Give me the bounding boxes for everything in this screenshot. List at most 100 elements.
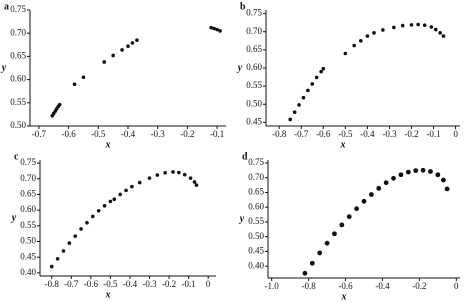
point	[96, 208, 101, 213]
x-tick-label: -0.6	[338, 281, 353, 291]
x-tick-label: -0.4	[375, 281, 390, 291]
y-tick-label: 0.65	[10, 50, 26, 60]
point	[368, 192, 374, 197]
point	[81, 75, 86, 80]
x-tick-label: -0.2	[180, 129, 194, 139]
point	[339, 222, 345, 228]
point	[441, 34, 446, 38]
y-tick-label: 0.60	[248, 201, 264, 211]
x-axis-label: x	[105, 289, 111, 300]
point	[57, 102, 62, 107]
point	[111, 53, 115, 58]
point	[85, 220, 89, 225]
point	[405, 169, 411, 175]
y-axis-label: y	[237, 62, 243, 73]
point	[429, 25, 434, 29]
x-tick-label: -0.5	[91, 129, 106, 139]
y-tick-label: 0.45	[246, 116, 262, 126]
y-tick-label: 0.70	[20, 173, 36, 183]
point	[102, 60, 107, 64]
x-tick-label: 0	[454, 281, 459, 291]
point	[440, 177, 446, 183]
y-axis-label: y	[1, 62, 7, 73]
x-tick-label: -0.6	[61, 129, 76, 139]
point	[301, 95, 306, 100]
x-tick-label: -0.7	[64, 279, 79, 289]
x-tick-label: -0.1	[210, 129, 224, 139]
point	[73, 234, 77, 238]
point	[112, 197, 117, 201]
y-tick-label: 0.65	[248, 187, 264, 197]
x-tick-label: -0.4	[121, 129, 136, 139]
x-tick-label: -0.2	[162, 279, 176, 289]
y-tick-label: 0.45	[248, 246, 264, 256]
x-tick-label: -0.6	[84, 279, 99, 289]
x-tick-label: -0.1	[426, 129, 440, 139]
point	[428, 169, 433, 174]
point	[192, 180, 197, 184]
y-tick-label: 0.50	[20, 236, 36, 246]
point	[171, 170, 175, 174]
x-tick-label: -0.2	[404, 129, 418, 139]
y-tick-label: 0.50	[10, 120, 26, 130]
point	[358, 39, 363, 43]
point	[194, 183, 199, 187]
y-tick-label: 0.45	[20, 251, 36, 261]
point	[400, 23, 405, 28]
point	[302, 270, 308, 276]
point	[91, 214, 95, 219]
point	[135, 38, 139, 42]
y-tick-label: 0.55	[20, 220, 36, 230]
point	[163, 171, 167, 175]
x-tick-label: -0.8	[45, 279, 60, 289]
point	[130, 184, 134, 189]
point	[321, 66, 326, 71]
point	[332, 231, 337, 237]
y-tick-label: 0.60	[10, 74, 26, 84]
x-tick-label: -0.5	[338, 129, 353, 139]
x-axis-label: x	[340, 139, 346, 150]
point	[409, 23, 414, 27]
x-tick-label: -0.1	[181, 279, 195, 289]
point	[444, 186, 450, 192]
point	[310, 82, 315, 86]
point	[398, 172, 404, 178]
point	[324, 240, 330, 246]
x-axis-label: x	[105, 139, 111, 150]
x-tick-label: -0.6	[316, 129, 331, 139]
x-tick-label: 0	[453, 129, 458, 139]
y-tick-label: 0.65	[20, 189, 36, 199]
y-tick-label: 0.55	[248, 216, 264, 226]
point	[381, 28, 385, 32]
x-tick-label: -0.4	[360, 129, 375, 139]
point	[218, 29, 222, 33]
y-tick-label: 0.70	[246, 26, 262, 36]
point	[182, 172, 187, 177]
y-tick-label: 0.75	[20, 157, 36, 167]
y-tick-label: 0.55	[246, 80, 262, 90]
x-tick-label: -0.5	[103, 279, 118, 289]
x-tick-label: -0.4	[123, 279, 138, 289]
y-axis-label: y	[11, 212, 17, 223]
point	[361, 198, 367, 204]
point	[354, 206, 360, 212]
point	[177, 170, 181, 175]
point	[124, 188, 128, 193]
point	[317, 250, 323, 256]
point	[391, 175, 396, 181]
x-tick-label: -0.7	[32, 129, 47, 139]
point	[438, 31, 442, 35]
point	[314, 75, 319, 80]
x-axis-label: x	[341, 291, 347, 302]
point	[413, 168, 419, 174]
point	[55, 256, 60, 261]
y-tick-label: 0.60	[20, 204, 36, 214]
point	[72, 82, 77, 87]
point	[209, 25, 213, 30]
y-tick-label: 0.65	[246, 44, 262, 54]
point	[392, 25, 396, 30]
point	[108, 199, 113, 204]
point	[212, 26, 216, 31]
point	[352, 43, 356, 48]
